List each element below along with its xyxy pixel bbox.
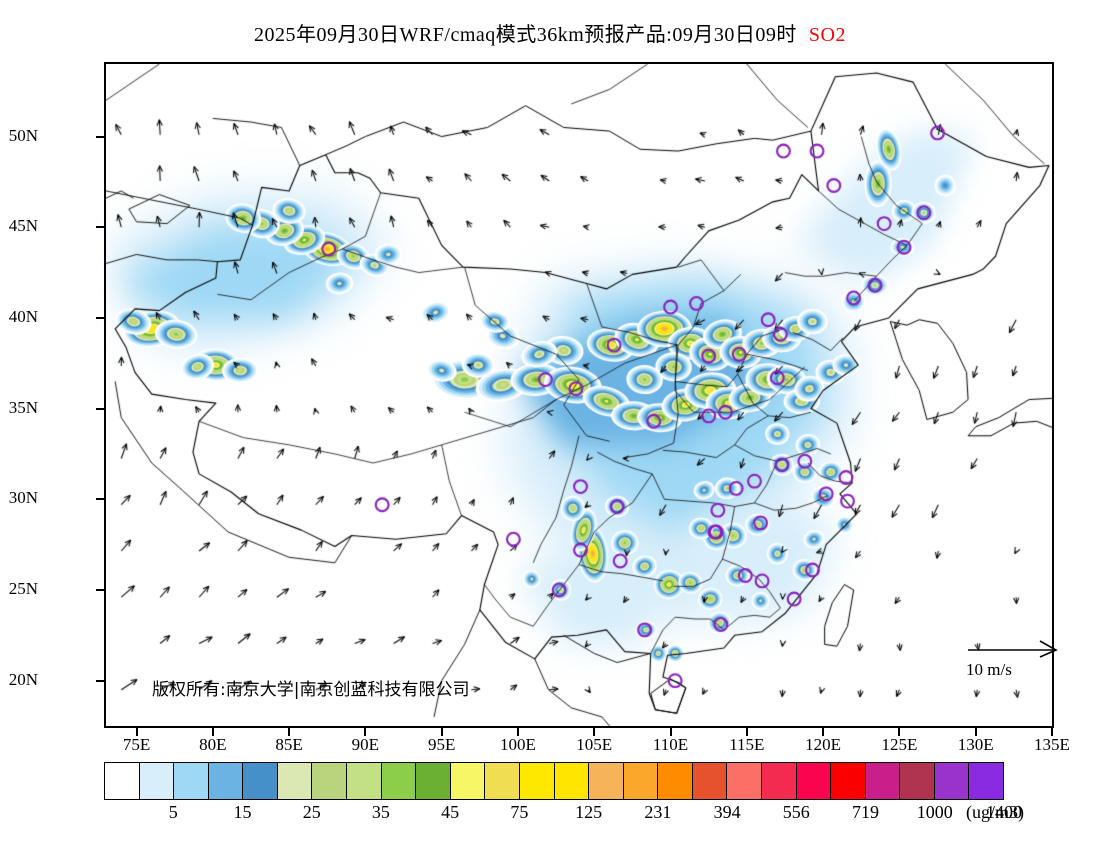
colorbar-swatches bbox=[104, 762, 1004, 800]
x-axis-tick-label: 115E bbox=[729, 735, 765, 754]
x-axis-tick-label: 130E bbox=[957, 735, 994, 754]
x-axis-tick-mark bbox=[516, 728, 519, 736]
x-axis-tick-label: 90E bbox=[351, 735, 380, 754]
x-axis-tick-label: 135E bbox=[1034, 735, 1070, 754]
y-axis-tick-label: 45N bbox=[8, 216, 38, 236]
map-plot-area[interactable] bbox=[104, 62, 1054, 728]
x-axis-tick-label: 95E bbox=[427, 735, 456, 754]
x-axis-tick-mark bbox=[974, 728, 977, 736]
copyright-text: 版权所有:南京大学|南京创蓝科技有限公司 bbox=[152, 680, 470, 700]
colorbar-swatch-0 bbox=[105, 763, 140, 799]
y-axis-tick-label: 40N bbox=[8, 306, 38, 326]
colorbar-swatch-8 bbox=[381, 763, 417, 799]
x-axis-tick-mark bbox=[822, 728, 825, 736]
colorbar-swatch-25 bbox=[969, 763, 1004, 799]
colorbar-unit: (ug/m3) bbox=[966, 802, 1024, 822]
x-axis-tick-label: 85E bbox=[275, 735, 303, 754]
y-axis-tick-label: 35N bbox=[8, 397, 38, 417]
y-axis-tick-mark bbox=[96, 226, 104, 229]
wind-scale-legend: 10 m/s bbox=[962, 636, 1072, 686]
colorbar-label-11: 1000 bbox=[916, 802, 953, 822]
colorbar-swatch-1 bbox=[139, 763, 175, 799]
x-axis-tick-mark bbox=[135, 728, 138, 736]
x-axis-tick-label: 75E bbox=[122, 735, 151, 754]
x-axis-tick-mark bbox=[898, 728, 901, 736]
y-axis-tick-mark bbox=[96, 588, 104, 591]
colorbar-swatch-18 bbox=[727, 763, 762, 799]
colorbar-label-5: 75 bbox=[510, 802, 529, 822]
colorbar-swatch-3 bbox=[208, 763, 244, 799]
colorbar-swatch-22 bbox=[865, 763, 901, 799]
x-axis-tick-mark bbox=[364, 728, 367, 736]
colorbar-label-12: 1400 bbox=[986, 802, 1022, 822]
colorbar-label-8: 394 bbox=[713, 802, 741, 822]
colorbar-labels: 5 15 25 35 45 75 125 231 394 556 719 1000 1400 bbox=[104, 802, 1064, 828]
colorbar-swatch-2 bbox=[174, 763, 209, 799]
y-axis-tick-mark bbox=[96, 679, 104, 682]
colorbar-swatch-12 bbox=[519, 763, 555, 799]
colorbar-label-1: 15 bbox=[233, 802, 252, 822]
colorbar-label-7: 231 bbox=[644, 802, 672, 822]
y-axis-tick-mark bbox=[96, 407, 104, 410]
colorbar-swatch-19 bbox=[761, 763, 797, 799]
title-species-label: SO2 bbox=[808, 24, 846, 46]
colorbar-swatch-23 bbox=[900, 763, 935, 799]
y-axis-tick-label: 25N bbox=[8, 578, 38, 598]
y-axis-tick-label: 30N bbox=[8, 488, 38, 508]
x-axis-tick-mark bbox=[1051, 728, 1053, 736]
colorbar-label-4: 45 bbox=[441, 802, 460, 822]
page-title: 2025年09月30日WRF/cmaq模式36km预报产品:09月30日09时 S… bbox=[0, 18, 1100, 47]
colorbar-swatch-11 bbox=[485, 763, 520, 799]
colorbar-swatch-17 bbox=[692, 763, 728, 799]
colorbar-label-9: 556 bbox=[782, 802, 810, 822]
colorbar-label-10: 719 bbox=[852, 802, 880, 822]
colorbar-swatch-20 bbox=[796, 763, 832, 799]
x-axis-tick-mark bbox=[211, 728, 214, 736]
x-axis-tick-mark bbox=[593, 728, 596, 736]
colorbar-label-0: 5 bbox=[168, 802, 178, 822]
wind-scale-label: 10 m/s bbox=[966, 660, 1012, 679]
x-axis-tick-mark bbox=[288, 728, 291, 736]
y-axis-tick-mark bbox=[96, 135, 104, 138]
x-axis-tick-mark bbox=[745, 728, 748, 736]
colorbar bbox=[104, 762, 1004, 800]
right-arrow-icon bbox=[968, 640, 1058, 658]
colorbar-swatch-4 bbox=[243, 763, 278, 799]
x-axis-tick-label: 120E bbox=[805, 735, 842, 754]
colorbar-swatch-13 bbox=[554, 763, 590, 799]
colorbar-swatch-16 bbox=[658, 763, 693, 799]
x-axis-tick-mark bbox=[669, 728, 672, 736]
x-axis-tick-label: 80E bbox=[199, 735, 227, 754]
colorbar-swatch-21 bbox=[831, 763, 866, 799]
x-axis-tick-label: 110E bbox=[652, 735, 689, 754]
title-text: 2025年09月30日WRF/cmaq模式36km预报产品:09月30日09时 bbox=[254, 24, 797, 46]
x-axis-tick-mark bbox=[440, 728, 443, 736]
colorbar-swatch-6 bbox=[312, 763, 348, 799]
colorbar-swatch-24 bbox=[934, 763, 970, 799]
x-axis-tick-label: 100E bbox=[500, 735, 536, 754]
colorbar-swatch-14 bbox=[589, 763, 624, 799]
colorbar-swatch-15 bbox=[623, 763, 659, 799]
y-axis-tick-label: 20N bbox=[8, 669, 38, 689]
colorbar-swatch-9 bbox=[416, 763, 451, 799]
colorbar-swatch-7 bbox=[347, 763, 382, 799]
y-axis-tick-mark bbox=[96, 498, 104, 501]
colorbar-label-2: 25 bbox=[302, 802, 321, 822]
y-axis-tick-label: 50N bbox=[8, 125, 38, 145]
colorbar-label-6: 125 bbox=[575, 802, 603, 822]
x-axis-tick-label: 125E bbox=[881, 735, 918, 754]
colorbar-swatch-5 bbox=[277, 763, 313, 799]
x-axis-tick-label: 105E bbox=[576, 735, 613, 754]
colorbar-swatch-10 bbox=[450, 763, 486, 799]
y-axis-tick-mark bbox=[96, 316, 104, 319]
colorbar-label-3: 35 bbox=[371, 802, 390, 822]
map-raster bbox=[106, 64, 1052, 726]
